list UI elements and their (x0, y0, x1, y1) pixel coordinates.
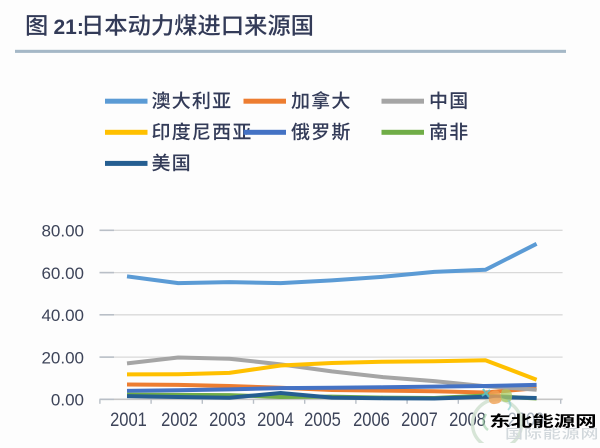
svg-text:20.00: 20.00 (41, 348, 84, 367)
svg-text:2002: 2002 (161, 409, 198, 430)
svg-text:40.00: 40.00 (41, 306, 84, 325)
svg-text:0.00: 0.00 (51, 391, 84, 410)
svg-text:2004: 2004 (257, 409, 294, 430)
svg-text:2003: 2003 (209, 409, 246, 430)
svg-text:2007: 2007 (401, 409, 438, 430)
svg-text:60.00: 60.00 (41, 264, 84, 283)
svg-text:2008: 2008 (449, 409, 486, 430)
svg-text:2001: 2001 (110, 409, 147, 430)
svg-text:2005: 2005 (304, 409, 341, 430)
svg-text:21:: 21: (54, 16, 84, 39)
svg-text:2006: 2006 (353, 409, 390, 430)
svg-text:80.00: 80.00 (41, 222, 84, 241)
